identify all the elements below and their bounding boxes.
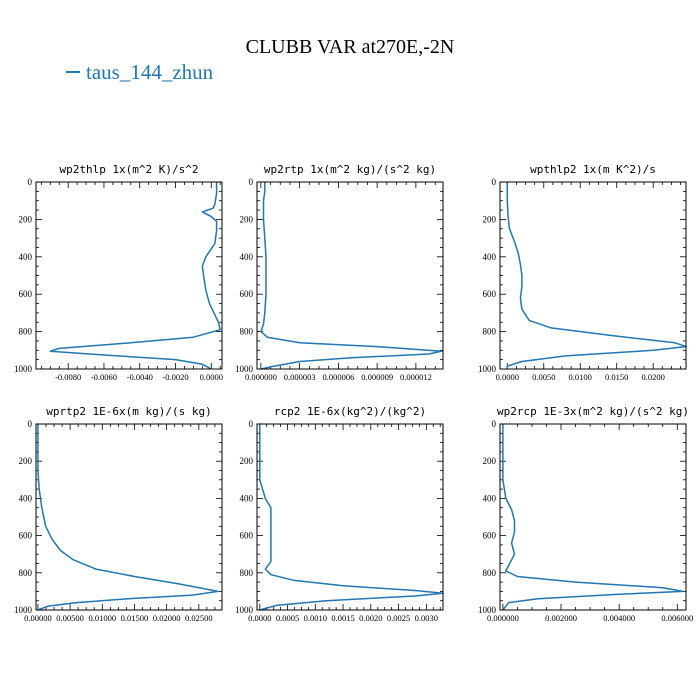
series-line [49, 182, 221, 370]
x-tick-label: 0.0005 [276, 613, 299, 623]
x-tick-label: 0.000003 [284, 372, 316, 382]
legend-swatch [66, 71, 80, 73]
plot-frame [499, 181, 687, 370]
plot-frame [256, 181, 444, 370]
y-tick-label: 600 [19, 289, 33, 299]
legend: taus_144_zhun [66, 59, 213, 85]
x-tick-label: 0.02000 [153, 613, 181, 623]
y-tick-label: 200 [19, 456, 33, 466]
x-tick-label: 0.0000 [496, 372, 519, 382]
series-line [260, 182, 443, 370]
x-tick-label: 0.000006 [322, 372, 354, 382]
x-tick-label: 0.00000 [24, 613, 52, 623]
x-tick-label: 0.0030 [415, 613, 438, 623]
y-tick-label: 400 [483, 493, 497, 503]
y-tick-label: 200 [19, 214, 33, 224]
x-tick-label: 0.000012 [400, 372, 432, 382]
legend-label: taus_144_zhun [86, 59, 214, 84]
series-line [259, 424, 444, 611]
x-tick-label: -0.0020 [162, 372, 188, 382]
y-tick-label: 0 [492, 177, 497, 187]
panel-2: wp2rtp 1x(m^2 kg)/(s^2 kg) 0 200 400 600 800 1… [235, 163, 444, 382]
plot-frame [35, 181, 223, 370]
x-tick-label: 0.0025 [387, 613, 410, 623]
y-tick-label: 1000 [478, 605, 497, 615]
panel-4: wprtp2 1E-6x(m kg)/(s kg) 0 200 400 600 800 10… [14, 405, 223, 623]
panel-title: wprtp2 1E-6x(m kg)/(s kg) [46, 405, 212, 418]
x-tick-label: 0.000000 [245, 372, 277, 382]
x-tick-label: 0.01500 [121, 613, 149, 623]
x-tick-label: 0.00500 [56, 613, 84, 623]
x-tick-label: 0.0050 [532, 372, 555, 382]
plot-frame [35, 423, 223, 611]
panel-5: rcp2 1E-6x(kg^2)/(kg^2) 0 200 400 600 800 1000… [235, 405, 444, 623]
panel-title: rcp2 1E-6x(kg^2)/(kg^2) [274, 405, 426, 418]
y-tick-label: 600 [240, 289, 254, 299]
y-tick-label: 600 [19, 531, 33, 541]
x-tick-label: 0.0000 [248, 613, 271, 623]
y-tick-label: 200 [240, 214, 254, 224]
y-tick-label: 400 [19, 493, 33, 503]
x-tick-label: 0.02500 [185, 613, 213, 623]
y-tick-label: 0 [28, 177, 33, 187]
y-tick-label: 800 [240, 568, 254, 578]
y-tick-label: 600 [483, 289, 497, 299]
y-tick-label: 200 [483, 456, 497, 466]
x-tick-label: 0.002000 [545, 613, 577, 623]
series-line [502, 424, 684, 611]
x-tick-label: 0.0010 [304, 613, 327, 623]
y-tick-label: 0 [28, 419, 33, 429]
y-tick-label: 200 [240, 456, 254, 466]
y-tick-label: 0 [249, 419, 254, 429]
x-tick-label: -0.0040 [127, 372, 153, 382]
x-tick-label: 0.000000 [487, 613, 519, 623]
panel-3: wpthlp2 1x(m K^2)/s020040060080010000.00… [478, 163, 687, 382]
y-tick-label: 1000 [235, 364, 254, 374]
y-tick-label: 200 [483, 214, 497, 224]
series-line [37, 424, 219, 611]
y-tick-label: 400 [240, 493, 254, 503]
x-tick-label: -0.0060 [91, 372, 117, 382]
panel-title: wpthlp2 1x(m K^2)/s [530, 163, 656, 176]
y-tick-label: 1000 [478, 364, 497, 374]
x-tick-label: 0.0000 [200, 372, 223, 382]
x-tick-label: 0.000009 [361, 372, 393, 382]
panel-title: wp2rcp 1E-3x(m^2 kg)/(s^2 kg) [497, 405, 689, 418]
y-tick-label: 400 [483, 252, 497, 262]
x-tick-label: 0.004000 [603, 613, 635, 623]
panel-1: wp2thlp 1x(m^2 K)/s^2 0 200 400 600 800 1000 -0… [14, 163, 223, 382]
x-tick-label: 0.01000 [88, 613, 116, 623]
y-tick-label: 0 [492, 419, 497, 429]
x-tick-label: 0.0020 [359, 613, 382, 623]
x-tick-label: 0.0200 [641, 372, 664, 382]
series-line [506, 182, 687, 369]
y-tick-label: 800 [19, 568, 33, 578]
y-tick-label: 1000 [14, 364, 33, 374]
y-tick-label: 1000 [14, 605, 33, 615]
y-tick-label: 800 [19, 327, 33, 337]
y-tick-label: 400 [19, 252, 33, 262]
x-tick-label: 0.006000 [661, 613, 693, 623]
chart-title: CLUBB VAR at270E,-2N [245, 36, 455, 58]
x-tick-label: -0.0080 [55, 372, 81, 382]
panel-title: wp2rtp 1x(m^2 kg)/(s^2 kg) [264, 163, 436, 176]
panel-title: wp2thlp 1x(m^2 K)/s^2 [59, 163, 198, 176]
y-tick-label: 0 [249, 177, 254, 187]
y-tick-label: 800 [483, 568, 497, 578]
panel-6: wp2rcp 1E-3x(m^2 kg)/(s^2 kg)0 200 400 600 8… [478, 405, 693, 623]
y-tick-label: 800 [483, 327, 497, 337]
x-tick-label: 0.0150 [605, 372, 628, 382]
y-tick-label: 800 [240, 327, 254, 337]
y-tick-label: 400 [240, 252, 254, 262]
plot-frame [256, 423, 444, 611]
y-tick-label: 1000 [235, 605, 254, 615]
x-tick-label: 0.0015 [331, 613, 354, 623]
y-tick-label: 600 [240, 531, 254, 541]
x-tick-label: 0.0100 [569, 372, 592, 382]
plot-frame [499, 423, 687, 611]
y-tick-label: 600 [483, 531, 497, 541]
